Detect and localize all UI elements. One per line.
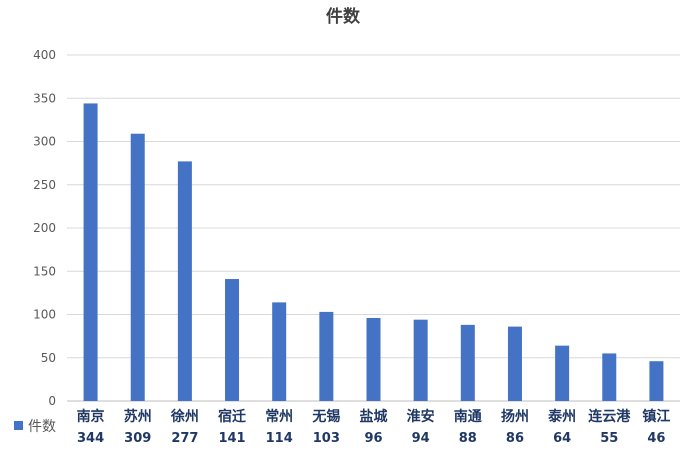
data-label: 94 <box>412 431 430 446</box>
bar <box>319 311 334 401</box>
y-tick-label: 300 <box>33 135 56 149</box>
category-label: 泰州 <box>547 408 576 425</box>
bar <box>272 302 287 401</box>
category-label: 南通 <box>454 408 482 425</box>
y-tick-label: 50 <box>41 351 56 365</box>
category-label: 镇江 <box>642 408 670 425</box>
data-label: 309 <box>124 431 151 446</box>
y-tick-label: 350 <box>33 91 56 105</box>
category-label: 常州 <box>265 408 293 425</box>
y-tick-label: 250 <box>33 178 56 192</box>
y-tick-label: 150 <box>33 264 56 278</box>
data-label: 277 <box>171 431 198 446</box>
data-label: 55 <box>600 431 618 446</box>
data-label: 141 <box>218 431 245 446</box>
category-label: 淮安 <box>407 408 435 425</box>
bar <box>177 161 192 401</box>
bar <box>366 317 381 401</box>
data-label: 86 <box>506 431 524 446</box>
bar <box>602 353 617 401</box>
category-label: 盐城 <box>360 408 388 425</box>
bar <box>555 345 570 401</box>
category-label: 苏州 <box>124 408 152 425</box>
data-label: 103 <box>313 431 340 446</box>
bar <box>460 324 475 401</box>
category-label: 宿迁 <box>218 408 246 425</box>
category-label: 连云港 <box>588 408 631 425</box>
bar <box>507 326 522 401</box>
bar <box>130 133 145 401</box>
y-tick-label: 100 <box>33 308 56 322</box>
bar <box>225 279 240 401</box>
category-label: 扬州 <box>501 408 529 425</box>
data-label: 114 <box>266 431 293 446</box>
data-label: 46 <box>647 431 665 446</box>
chart-title: 件数 <box>326 6 361 27</box>
data-label: 88 <box>459 431 477 446</box>
category-label: 南京 <box>77 408 105 425</box>
data-label: 64 <box>553 431 571 446</box>
category-label: 无锡 <box>311 408 340 425</box>
y-tick-label: 0 <box>48 394 56 408</box>
legend-label: 件数 <box>28 419 56 435</box>
bar <box>649 361 664 401</box>
data-label: 344 <box>77 431 104 446</box>
bar <box>413 319 428 401</box>
legend-swatch <box>14 421 23 430</box>
y-tick-label: 400 <box>33 48 56 62</box>
bar <box>83 103 98 401</box>
y-tick-label: 200 <box>33 221 56 235</box>
data-label: 96 <box>364 431 382 446</box>
category-label: 徐州 <box>170 408 199 425</box>
